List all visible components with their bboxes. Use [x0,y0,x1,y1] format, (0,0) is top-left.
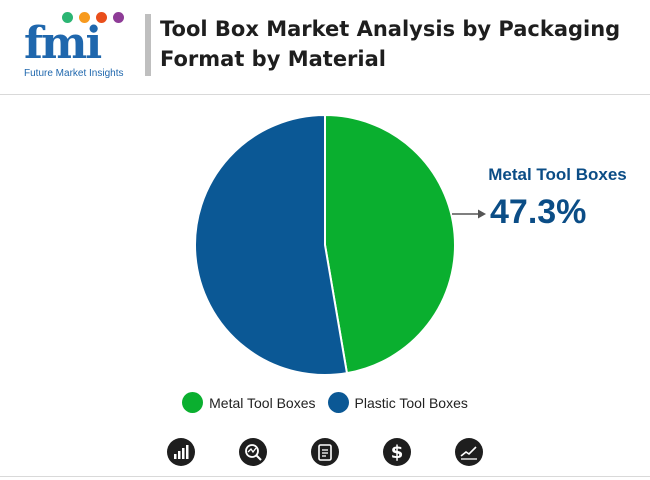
pie-slice-metal-tool-boxes [324,113,456,375]
dollar-icon[interactable]: $ [383,438,411,466]
legend-item-metal: Metal Tool Boxes [182,392,316,413]
legend-item-plastic: Plastic Tool Boxes [327,392,468,413]
title-accent-bar [145,14,151,76]
footer-divider [0,476,650,477]
document-icon[interactable] [311,438,339,466]
logo-subtitle: Future Market Insights [24,68,124,79]
legend-swatch-metal [182,392,204,413]
logo-dot-icon [79,12,90,23]
fmi-logo[interactable]: fmi Future Market Insights [24,12,134,82]
legend-label-plastic: Plastic Tool Boxes [354,394,468,411]
header: fmi Future Market Insights Tool Box Mark… [0,0,650,96]
svg-text:$: $ [391,442,404,462]
callout-value: 47.3% [490,193,587,231]
pie-slice-plastic-tool-boxes [194,113,349,376]
legend-label-metal: Metal Tool Boxes [209,394,316,411]
logo-dot-icon [96,12,107,23]
logo-mark: fmi [24,18,102,69]
magnifier-chart-icon[interactable] [239,438,267,466]
chart-title: Tool Box Market Analysis by Packaging Fo… [160,17,621,71]
bar-chart-icon[interactable] [167,438,195,466]
callout-arrow [452,209,486,219]
legend-swatch-plastic [327,392,349,413]
logo-dots [62,12,124,23]
logo-dot-icon [62,12,73,23]
logo-dot-icon [113,12,124,23]
callout-label: Metal Tool Boxes [488,165,627,184]
legend: Metal Tool Boxes Plastic Tool Boxes [0,392,650,413]
footer-icon-row: $ [0,438,650,466]
trend-chart-icon[interactable] [455,438,483,466]
header-divider [0,94,650,95]
